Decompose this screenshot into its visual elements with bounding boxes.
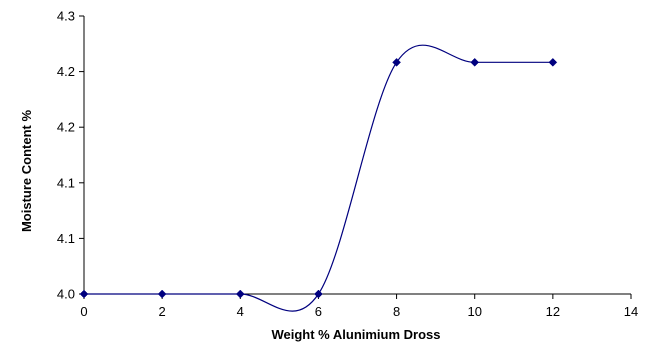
- x-tick-label: 14: [624, 304, 638, 319]
- x-tick-label: 8: [393, 304, 400, 319]
- x-tick-label: 10: [467, 304, 481, 319]
- y-tick-label: 4.3: [57, 9, 75, 24]
- x-axis-title: Weight % Alunimium Dross: [271, 327, 440, 342]
- x-tick-label: 0: [80, 304, 87, 319]
- data-point-marker: [157, 289, 167, 299]
- y-tick-label: 4.0: [57, 287, 75, 302]
- x-axis: 0 2 4 6 8 10 12 14: [80, 293, 638, 319]
- y-axis-title: Moisture Content %: [19, 110, 34, 232]
- y-tick-label: 4.2: [57, 64, 75, 79]
- series-line: [83, 44, 553, 312]
- x-tick-label: 12: [546, 304, 560, 319]
- x-tick-label: 6: [315, 304, 322, 319]
- data-point-marker: [314, 289, 323, 299]
- x-tick-label: 4: [237, 304, 244, 319]
- y-axis: 4.0 4.1 4.1 4.2 4.2 4.3: [57, 9, 85, 302]
- data-point-marker: [235, 289, 245, 299]
- series: [79, 44, 558, 312]
- y-tick-label: 4.1: [57, 175, 75, 190]
- data-point-marker: [548, 57, 558, 67]
- data-point-marker: [79, 289, 89, 299]
- x-tick-label: 2: [159, 304, 166, 319]
- data-point-marker: [470, 57, 480, 67]
- y-tick-label: 4.2: [57, 120, 75, 135]
- y-tick-label: 4.1: [57, 231, 75, 246]
- data-point-marker: [392, 57, 401, 67]
